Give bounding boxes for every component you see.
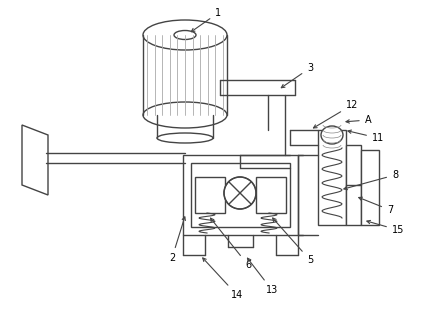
Text: A: A <box>346 115 371 125</box>
Ellipse shape <box>321 126 343 144</box>
Text: 6: 6 <box>210 218 251 270</box>
Ellipse shape <box>157 133 213 143</box>
Text: 2: 2 <box>169 217 186 263</box>
Text: 13: 13 <box>248 258 278 295</box>
Bar <box>346 145 361 225</box>
Ellipse shape <box>174 31 196 40</box>
Bar <box>195 177 225 213</box>
Text: 3: 3 <box>281 63 313 88</box>
Text: 14: 14 <box>203 258 243 300</box>
Ellipse shape <box>143 20 227 50</box>
Circle shape <box>224 177 256 209</box>
Bar <box>361 150 379 225</box>
Text: 12: 12 <box>314 100 358 128</box>
Bar <box>183 155 298 235</box>
Polygon shape <box>22 125 48 195</box>
Bar <box>318 130 346 225</box>
Text: 7: 7 <box>359 197 393 215</box>
Text: 8: 8 <box>344 170 398 190</box>
Text: 15: 15 <box>367 220 404 235</box>
Text: 1: 1 <box>191 8 221 32</box>
Text: 11: 11 <box>348 130 384 143</box>
Text: 5: 5 <box>273 218 313 265</box>
Bar <box>256 177 286 213</box>
Bar <box>191 163 290 227</box>
Ellipse shape <box>143 102 227 128</box>
